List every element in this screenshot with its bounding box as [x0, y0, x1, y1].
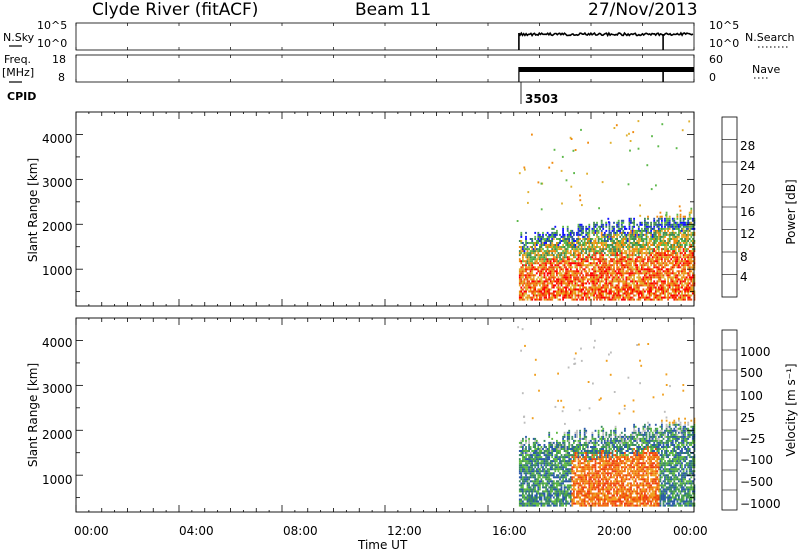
power-ytick: 1000 — [42, 264, 73, 278]
power-cbar-tick: 28 — [740, 139, 756, 153]
freq-trace — [518, 67, 694, 82]
velocity-cbar-tick: 1000 — [740, 345, 771, 359]
noise-trace — [518, 31, 694, 50]
power-cbar-tick: 12 — [740, 227, 756, 241]
beam-title: Beam 11 — [355, 0, 432, 20]
freq-label-1: Freq. — [4, 53, 32, 66]
velocity-ytick: 2000 — [42, 428, 73, 442]
power-cbar-tick: 20 — [740, 182, 756, 196]
nsearch-label: N.Search — [745, 31, 795, 44]
velocity-heatmap — [517, 326, 696, 507]
nave-tick-high: 60 — [709, 53, 723, 66]
power-cbar-tick: 24 — [740, 159, 756, 173]
power-cbar-tick: 4 — [740, 270, 748, 284]
velocity-cbar-tick: 25 — [740, 411, 756, 425]
xtick-label: 00:00 — [673, 524, 708, 538]
noise-panel-frame — [75, 22, 695, 51]
velocity-cbar-tick: −1000 — [740, 497, 781, 511]
power-ytick: 2000 — [42, 220, 73, 234]
xtick-label: 20:00 — [597, 524, 632, 538]
nsky-tick-high: 10^5 — [37, 19, 68, 32]
velocity-ytick: 3000 — [42, 382, 73, 396]
x-axis-title: Time UT — [358, 538, 408, 552]
velocity-cbar-tick: 100 — [740, 389, 763, 403]
power-heatmap — [516, 120, 696, 301]
velocity-colorbar — [721, 329, 738, 511]
velocity-cbar-tick: −25 — [740, 432, 766, 446]
power-ytick: 3000 — [42, 176, 73, 190]
freq-label-2: [MHz] — [2, 66, 35, 79]
xtick-label: 04:00 — [179, 524, 214, 538]
date-title: 27/Nov/2013 — [588, 0, 698, 20]
power-cbar-tick: 8 — [740, 250, 748, 264]
xtick-label: 16:00 — [492, 524, 527, 538]
velocity-cbar-tick: −100 — [740, 453, 773, 467]
nave-label: Nave — [752, 63, 781, 76]
power-colorbar — [721, 116, 738, 298]
power-cbar-tick: 16 — [740, 205, 756, 219]
cpid-label: CPID — [7, 90, 37, 103]
freq-tick-high: 18 — [52, 53, 66, 66]
nave-tick-low: 0 — [709, 71, 716, 84]
freq-tick-low: 8 — [58, 71, 65, 84]
xtick-label: 12:00 — [387, 524, 422, 538]
station-title: Clyde River (fitACF) — [92, 0, 259, 20]
velocity-ytick: 1000 — [42, 473, 73, 487]
velocity-ytick: 4000 — [42, 336, 73, 350]
nsearch-tick-high: 10^5 — [709, 19, 740, 32]
nsearch-tick-low: 10^0 — [709, 37, 740, 50]
xtick-label: 08:00 — [283, 524, 318, 538]
velocity-cbar-tick: 500 — [740, 366, 763, 380]
nsky-tick-low: 10^0 — [37, 37, 68, 50]
power-ytick: 4000 — [42, 132, 73, 146]
velocity-cbar-tick: −500 — [740, 475, 773, 489]
xtick-label: 00:00 — [74, 524, 109, 538]
nsky-label: N.Sky — [3, 31, 35, 44]
cpid-value: 3503 — [525, 92, 559, 106]
